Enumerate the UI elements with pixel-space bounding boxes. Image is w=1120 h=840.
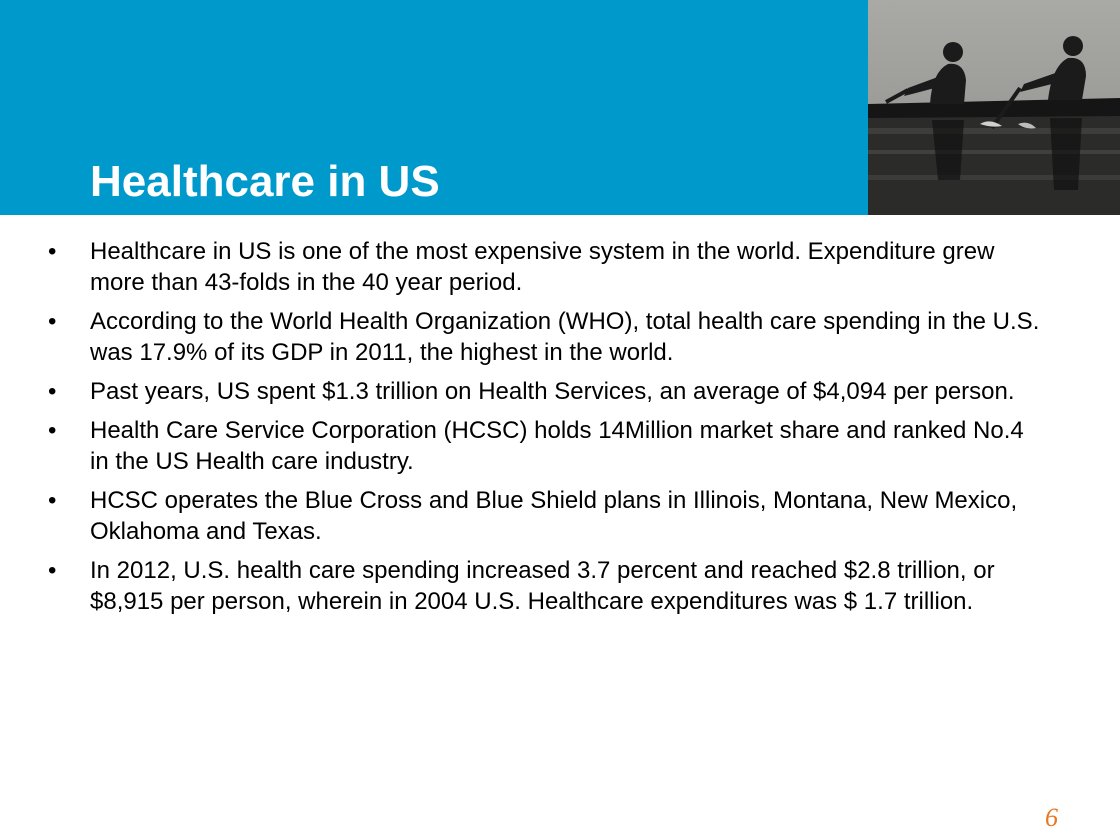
page-number: 6	[1045, 803, 1058, 832]
bullet-marker: •	[48, 557, 57, 584]
rowers-photo	[868, 0, 1120, 215]
bullet-text: Past years, US spent $1.3 trillion on He…	[90, 378, 1015, 405]
list-item: • Health Care Service Corporation (HCSC)…	[48, 415, 1048, 477]
bullet-text: Health Care Service Corporation (HCSC) h…	[90, 417, 1024, 475]
rowers-on-water-icon	[868, 0, 1120, 215]
bullet-text: Healthcare in US is one of the most expe…	[90, 238, 995, 296]
slide-title: Healthcare in US	[90, 157, 440, 206]
bullet-marker: •	[48, 308, 57, 335]
list-item: • In 2012, U.S. health care spending inc…	[48, 555, 1048, 617]
bullet-text: According to the World Health Organizati…	[90, 308, 1040, 366]
bullet-marker: •	[48, 417, 57, 444]
bullet-marker: •	[48, 238, 57, 265]
bullet-marker: •	[48, 487, 57, 514]
list-item: • According to the World Health Organiza…	[48, 306, 1048, 368]
bullet-text: In 2012, U.S. health care spending incre…	[90, 557, 995, 615]
header-band	[0, 0, 868, 215]
list-item: • HCSC operates the Blue Cross and Blue …	[48, 485, 1048, 547]
bullet-text: HCSC operates the Blue Cross and Blue Sh…	[90, 487, 1018, 545]
list-item: • Healthcare in US is one of the most ex…	[48, 236, 1048, 298]
bullet-list: • Healthcare in US is one of the most ex…	[48, 236, 1048, 625]
bullet-marker: •	[48, 378, 57, 405]
list-item: • Past years, US spent $1.3 trillion on …	[48, 376, 1048, 407]
